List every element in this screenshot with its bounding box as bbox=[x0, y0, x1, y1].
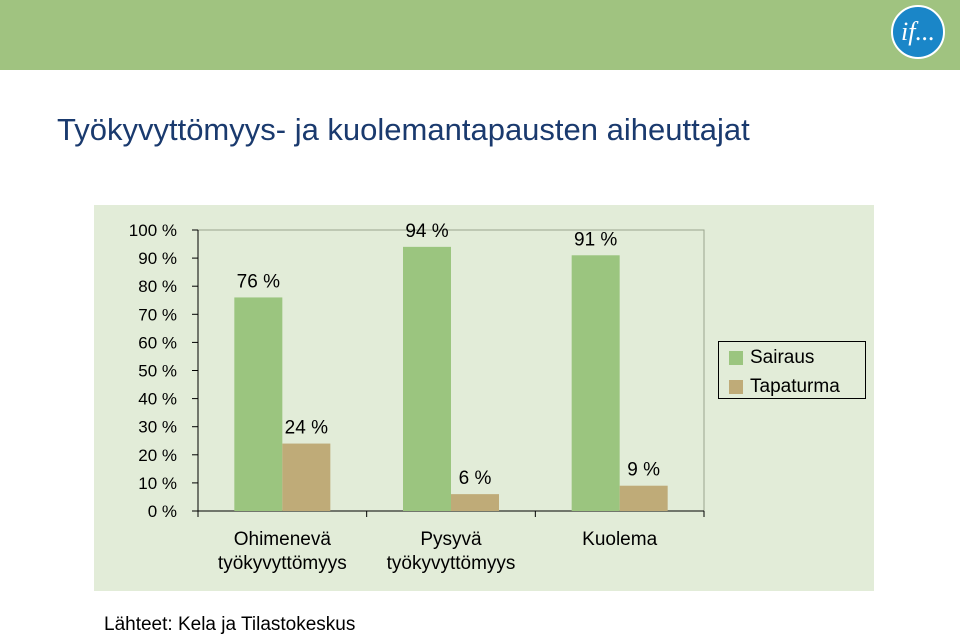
legend-item-sairaus: Sairaus bbox=[729, 347, 814, 369]
header-band bbox=[0, 0, 960, 70]
legend-item-tapaturma: Tapaturma bbox=[729, 376, 840, 398]
chart-legend: Sairaus Tapaturma bbox=[718, 341, 866, 399]
y-tick-label: 10 % bbox=[138, 474, 177, 493]
y-tick-label: 60 % bbox=[138, 333, 177, 352]
if-logo: if... bbox=[891, 5, 945, 59]
bar-sairaus bbox=[403, 246, 451, 512]
y-tick-label: 90 % bbox=[138, 249, 177, 268]
legend-swatch bbox=[729, 380, 743, 394]
bar-tapaturma bbox=[619, 485, 668, 511]
category-label: Ohimenevä bbox=[234, 529, 332, 550]
slide-title: Työkyvyttömyys- ja kuolemantapausten aih… bbox=[57, 112, 750, 147]
data-label: 9 % bbox=[627, 460, 660, 481]
bar-tapaturma bbox=[451, 494, 499, 511]
data-label: 94 % bbox=[405, 221, 448, 242]
bar-tapaturma bbox=[282, 443, 331, 511]
category-label: Kuolema bbox=[582, 529, 657, 550]
legend-label: Sairaus bbox=[750, 347, 815, 368]
data-label: 6 % bbox=[459, 468, 492, 489]
source-note: Lähteet: Kela ja Tilastokeskus bbox=[104, 614, 356, 635]
legend-label: Tapaturma bbox=[750, 376, 840, 397]
y-tick-label: 30 % bbox=[138, 418, 177, 437]
y-tick-label: 0 % bbox=[148, 502, 177, 521]
category-label: työkyvyttömyys bbox=[218, 553, 347, 574]
y-tick-label: 40 % bbox=[138, 390, 177, 409]
data-label: 24 % bbox=[285, 418, 328, 439]
y-tick-label: 70 % bbox=[138, 305, 177, 324]
y-tick-label: 50 % bbox=[138, 362, 177, 381]
data-label: 91 % bbox=[574, 229, 617, 250]
bar-sairaus bbox=[234, 297, 283, 511]
legend-swatch bbox=[729, 351, 743, 365]
category-label: Pysyvä bbox=[420, 529, 482, 550]
y-tick-label: 80 % bbox=[138, 277, 177, 296]
bar-sairaus bbox=[571, 255, 620, 511]
y-tick-label: 20 % bbox=[138, 446, 177, 465]
y-tick-label: 100 % bbox=[129, 221, 177, 240]
category-label: työkyvyttömyys bbox=[387, 553, 516, 574]
data-label: 76 % bbox=[237, 271, 280, 292]
